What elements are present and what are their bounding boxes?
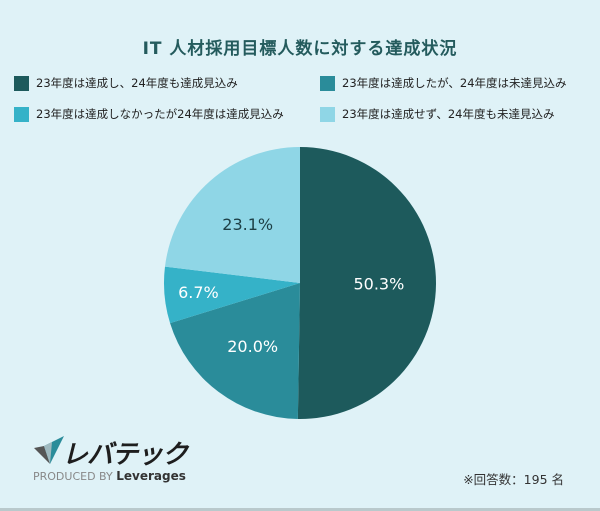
pie-chart: 50.3% 20.0% 6.7% 23.1% [164,147,436,419]
slice-label: 23.1% [222,215,273,234]
legend-swatch [320,75,335,91]
pie-slice [164,266,300,324]
legend-label: 23年度は達成し、24年度も達成見込み [36,76,238,90]
levtech-logo-icon [34,436,64,464]
brand-name: レバテック [62,440,188,470]
chart-title: IT 人材採用目標人数に対する達成状況 [142,39,458,59]
pie-slice [297,147,436,419]
legend-item-missed-both: 23年度は達成せず、24年度も未達見込み [320,106,554,122]
produced-by-label: PRODUCED BY [33,470,113,483]
legend-label: 23年度は達成せず、24年度も未達見込み [342,107,555,121]
legend-item-missed-then-achieve: 23年度は達成しなかったが24年度は達成見込み [14,106,284,122]
slice-label: 20.0% [227,337,278,356]
legend-item-achieved-then-miss: 23年度は達成したが、24年度は未達見込み [320,75,567,91]
bottom-border [0,508,600,511]
legend-swatch [14,75,29,91]
pie-slice [164,147,300,283]
legend-label: 23年度は達成したが、24年度は未達見込み [342,76,567,90]
respondent-count-note: ※回答数：195 名 [463,472,564,487]
legend-item-achieved-both: 23年度は達成し、24年度も達成見込み [14,75,238,91]
company-name: Leverages [116,469,186,483]
slice-label: 6.7% [178,283,219,302]
slice-label: 50.3% [353,275,404,294]
produced-by: PRODUCED BY Leverages [33,469,186,483]
legend-swatch [14,106,29,122]
pie-slice [170,283,300,419]
legend-swatch [320,106,335,122]
legend-label: 23年度は達成しなかったが24年度は達成見込み [36,107,284,121]
